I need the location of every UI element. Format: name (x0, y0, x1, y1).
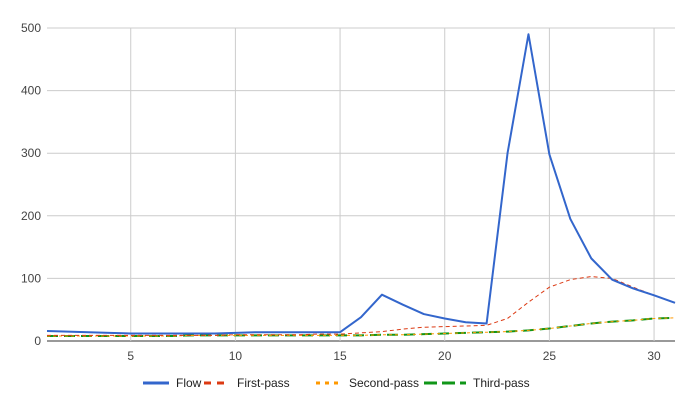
series-lines (46, 33, 676, 337)
series-line-first-pass (47, 276, 676, 336)
x-tick-label: 30 (647, 349, 661, 363)
x-tick-label: 5 (127, 349, 134, 363)
x-tick-label: 10 (229, 349, 243, 363)
x-tick-label: 20 (438, 349, 452, 363)
legend-label: Third-pass (473, 376, 530, 390)
axes: 0 100 200 300 400 500 5 10 15 20 25 30 (21, 21, 661, 363)
legend-label: Flow (176, 376, 202, 390)
y-tick-label: 400 (21, 84, 41, 98)
y-tick-label: 200 (21, 209, 41, 223)
x-tick-label: 15 (333, 349, 347, 363)
legend-item-third-pass[interactable]: Third-pass (424, 376, 530, 390)
y-tick-label: 500 (21, 21, 41, 35)
y-tick-label: 0 (34, 334, 41, 348)
grid (47, 27, 675, 342)
y-tick-label: 300 (21, 146, 41, 160)
legend-item-second-pass[interactable]: Second-pass (316, 376, 419, 390)
legend-label: Second-pass (349, 376, 419, 390)
legend-item-flow[interactable]: Flow (143, 376, 202, 390)
x-tick-label: 25 (543, 349, 557, 363)
y-tick-label: 100 (21, 271, 41, 285)
series-line-flow (46, 33, 676, 335)
legend-label: First-pass (237, 376, 290, 390)
legend-item-first-pass[interactable]: First-pass (204, 376, 290, 390)
series-line-second-pass (47, 317, 676, 337)
legend: Flow First-pass Second-pass Third-pass (143, 376, 530, 390)
